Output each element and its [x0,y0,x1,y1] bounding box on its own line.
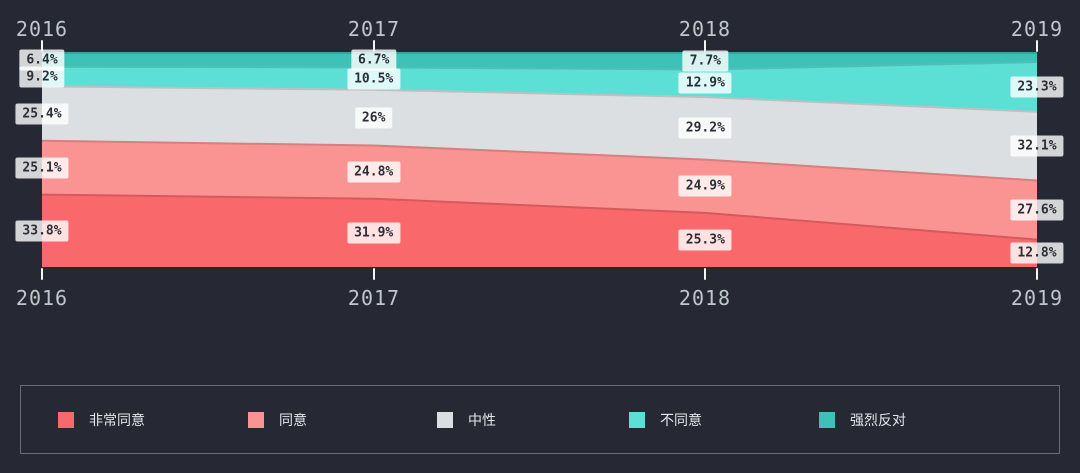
area-top-line-strongly-agree [41,193,1038,241]
legend-item-disagree[interactable]: 不同意 [629,386,702,453]
area-band-strongly-agree[interactable] [42,194,1037,267]
legend-label-strongly-agree: 非常同意 [89,412,145,429]
legend-swatch-neutral [437,411,453,428]
legend-label-agree: 同意 [279,412,307,429]
area-top-line-neutral [41,85,1038,113]
legend-label-strongly-oppose: 强烈反对 [850,412,906,429]
legend-swatch-agree [248,411,264,428]
legend-label-disagree: 不同意 [660,412,702,429]
legend-item-strongly-oppose[interactable]: 强烈反对 [819,386,906,453]
legend-item-neutral[interactable]: 中性 [437,386,496,453]
legend-item-strongly-agree[interactable]: 非常同意 [58,386,145,453]
area-top-line-disagree [41,61,1038,71]
legend-swatch-disagree [629,411,645,428]
legend: 非常同意 同意 中性 不同意 强烈反对 [20,385,1060,454]
legend-label-neutral: 中性 [468,412,496,429]
area-top-line-agree [41,139,1038,182]
legend-swatch-strongly-oppose [819,411,835,428]
legend-item-agree[interactable]: 同意 [248,386,307,453]
legend-swatch-strongly-agree [58,411,74,428]
